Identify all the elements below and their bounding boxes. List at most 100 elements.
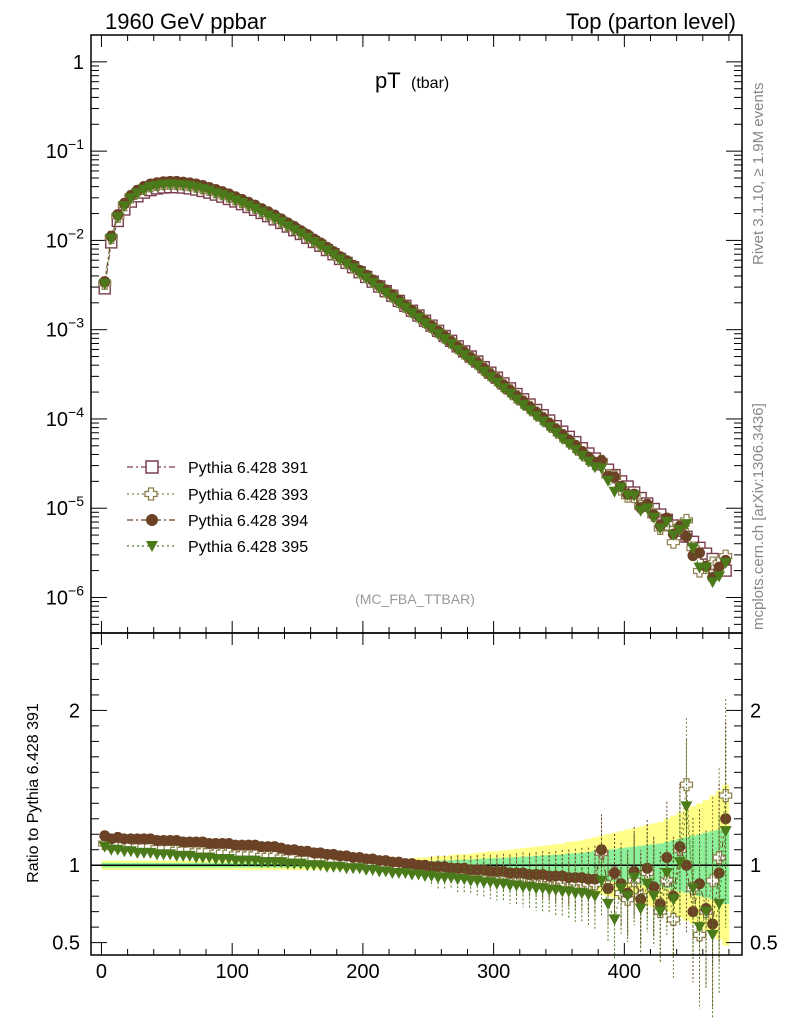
main-point-s395 — [249, 203, 262, 215]
ratio-point-s395 — [615, 883, 628, 895]
ratio-point-s395 — [98, 841, 111, 853]
main-point-s394 — [680, 531, 692, 543]
main-point-s395 — [334, 254, 347, 266]
ratio-point-s395 — [667, 894, 680, 906]
main-point-s395 — [497, 383, 510, 395]
legend-label-393: Pythia 6.428 393 — [188, 487, 308, 504]
main-point-s395 — [523, 405, 536, 417]
y-tick-label: 10−1 — [46, 136, 84, 163]
main-point-s395 — [536, 416, 549, 428]
ratio-point-s393 — [666, 912, 680, 926]
main-point-s395 — [262, 210, 275, 222]
ratio-y-tick-label-right: 2 — [750, 700, 761, 722]
main-point-s395 — [242, 200, 255, 212]
main-point-s395 — [471, 360, 484, 372]
ratio-point-s395 — [608, 914, 621, 926]
main-point-s395 — [366, 277, 379, 289]
main-point-s393 — [666, 535, 680, 549]
main-point-s395 — [98, 279, 111, 291]
ratio-point-s395 — [647, 891, 660, 903]
legend-marker-391 — [145, 460, 159, 474]
ratio-point-s395 — [693, 922, 706, 934]
main-point-s395 — [118, 201, 131, 213]
main-point-s395 — [438, 334, 451, 346]
y-tick-label: 1 — [73, 52, 84, 74]
main-point-s394 — [694, 547, 706, 559]
ratio-point-s395 — [595, 875, 608, 887]
ratio-point-s393 — [660, 874, 674, 888]
main-point-s395 — [503, 388, 516, 400]
ratio-point-s395 — [588, 891, 601, 903]
main-point-s395 — [673, 524, 686, 536]
main-point-s395 — [340, 258, 353, 270]
main-point-s395 — [412, 312, 425, 324]
main-point-s395 — [425, 323, 438, 335]
main-point-s395 — [268, 213, 281, 225]
x-tick-label: 400 — [608, 961, 641, 983]
ratio-point-s395 — [602, 898, 615, 910]
main-point-s395 — [347, 263, 360, 275]
ratio-point-s395 — [628, 872, 641, 884]
main-point-s395 — [418, 318, 431, 330]
main-point-s395 — [634, 505, 647, 517]
main-point-s395 — [477, 366, 490, 378]
data-markers-layer — [98, 175, 733, 1019]
main-point-s395 — [556, 433, 569, 445]
ratio-y-tick-label: 0.5 — [52, 933, 80, 955]
main-point-s395 — [517, 400, 530, 412]
main-point-s395 — [392, 297, 405, 309]
legend-entry-394: Pythia 6.428 394 — [127, 513, 308, 530]
main-point-s395 — [320, 245, 333, 257]
x-tick-label: 300 — [477, 961, 510, 983]
main-point-s395 — [275, 217, 288, 229]
main-point-s395 — [490, 377, 503, 389]
ratio-panel-frame — [90, 632, 743, 956]
main-point-s395 — [235, 197, 248, 209]
main-point-s395 — [281, 221, 294, 233]
plot-title-subscript: (tbar) — [411, 75, 449, 92]
ratio-point-s395 — [680, 801, 693, 813]
y-tick-label: 10−3 — [46, 315, 84, 342]
main-point-s395 — [543, 422, 556, 434]
main-point-s395 — [569, 444, 582, 456]
y-tick-label: 10−2 — [46, 225, 84, 252]
legend-entry-395: Pythia 6.428 395 — [127, 539, 308, 556]
rivet-version-label: Rivet 3.1.10, ≥ 1.9M events — [750, 83, 767, 266]
ratio-point-s395 — [641, 878, 654, 890]
y-tick-label: 10−5 — [46, 493, 84, 520]
ratio-y-tick-label: 2 — [69, 700, 80, 722]
y-tick-label: 10−4 — [46, 404, 84, 431]
main-point-s395 — [405, 308, 418, 320]
ratio-point-s395 — [634, 903, 647, 915]
main-point-s395 — [641, 503, 654, 515]
legend-label-391: Pythia 6.428 391 — [188, 460, 308, 477]
ratio-point-s394 — [609, 867, 621, 879]
x-tick-label: 200 — [346, 961, 379, 983]
main-point-s395 — [294, 228, 307, 240]
main-point-s395 — [327, 249, 340, 261]
main-point-s395 — [222, 192, 235, 204]
main-point-s395 — [510, 394, 523, 406]
main-point-s395 — [530, 411, 543, 423]
main-point-s395 — [562, 439, 575, 451]
ratio-y-tick-label: 1 — [69, 855, 80, 877]
main-point-s395 — [307, 236, 320, 248]
ratio-y-tick-label-right: 1 — [750, 855, 761, 877]
main-point-s395 — [432, 329, 445, 341]
analysis-watermark: (MC_FBA_TTBAR) — [355, 591, 475, 607]
main-point-s395 — [647, 512, 660, 524]
main-point-s395 — [399, 302, 412, 314]
ratio-point-s394 — [713, 867, 725, 879]
x-tick-label: 100 — [215, 961, 248, 983]
main-point-s395 — [628, 490, 641, 502]
main-point-s395 — [451, 345, 464, 357]
main-point-s395 — [595, 463, 608, 475]
main-point-s395 — [686, 543, 699, 555]
main-point-s395 — [667, 530, 680, 542]
main-point-s395 — [602, 475, 615, 487]
main-point-s395 — [386, 292, 399, 304]
main-point-s395 — [288, 224, 301, 236]
main-point-s395 — [615, 482, 628, 494]
main-point-s395 — [575, 450, 588, 462]
